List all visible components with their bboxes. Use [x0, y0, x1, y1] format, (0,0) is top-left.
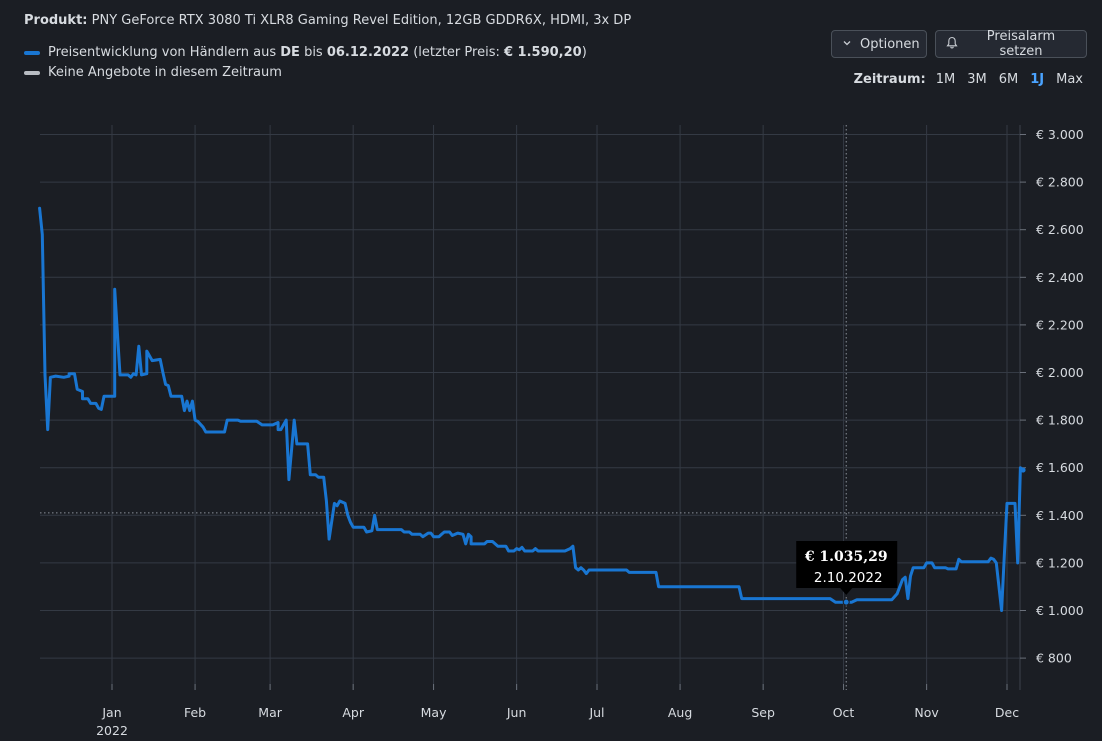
- x-tick-label: Aug: [668, 705, 692, 720]
- legend-series-mid: bis: [304, 45, 323, 60]
- tooltip-price: € 1.035,29: [804, 549, 888, 565]
- series-line: [38, 206, 1025, 612]
- x-tick-label: Jun: [506, 705, 527, 720]
- range-label: Zeitraum:: [853, 72, 926, 87]
- legend-no-offers[interactable]: Keine Angebote in diesem Zeitraum: [24, 65, 282, 80]
- range-3m[interactable]: 3M: [967, 72, 987, 87]
- legend-series-prefix: Preisentwicklung von Händlern aus: [48, 45, 277, 60]
- y-tick-label: € 1.000: [1036, 603, 1084, 618]
- options-button[interactable]: Optionen: [831, 30, 927, 58]
- hover-point: [842, 598, 850, 606]
- y-tick-label: € 2.800: [1036, 175, 1084, 190]
- legend-series-date: 06.12.2022: [326, 45, 410, 60]
- y-tick-label: € 800: [1036, 651, 1072, 666]
- x-tick-label: Nov: [914, 705, 939, 720]
- product-name: PNY GeForce RTX 3080 Ti XLR8 Gaming Reve…: [91, 13, 632, 28]
- series-end-point: [1020, 467, 1026, 473]
- y-tick-label: € 1.800: [1036, 413, 1084, 428]
- legend-series-close: ): [581, 45, 587, 60]
- legend-series-country: DE: [280, 45, 300, 60]
- y-tick-label: € 1.200: [1036, 555, 1084, 570]
- product-header: Produkt: PNY GeForce RTX 3080 Ti XLR8 Ga…: [24, 13, 631, 28]
- y-tick-label: € 2.600: [1036, 222, 1084, 237]
- y-tick-label: € 2.400: [1036, 270, 1084, 285]
- y-tick-label: € 1.600: [1036, 460, 1084, 475]
- tooltip-date: 2.10.2022: [814, 570, 883, 586]
- x-tick-label: Apr: [342, 705, 364, 720]
- range-selector: Zeitraum: 1M 3M 6M 1J Max: [854, 72, 1083, 87]
- x-tick-label: Oct: [833, 705, 855, 720]
- x-tick-label: Feb: [184, 705, 206, 720]
- x-tick-label: Jul: [588, 705, 604, 720]
- x-tick-label: Mar: [258, 705, 282, 720]
- legend-series-swatch: [24, 50, 40, 55]
- range-6m[interactable]: 6M: [998, 72, 1019, 87]
- price-alarm-button-label: Preisalarm setzen: [986, 29, 1056, 59]
- range-1j[interactable]: 1J: [1030, 72, 1045, 87]
- x-year-label: 2022: [96, 723, 128, 738]
- legend-no-offers-label: Keine Angebote in diesem Zeitraum: [48, 65, 282, 80]
- legend-series-price: € 1.590,20: [503, 45, 582, 60]
- legend-series[interactable]: Preisentwicklung von Händlern aus DE bis…: [24, 45, 587, 60]
- y-tick-label: € 1.400: [1036, 508, 1084, 523]
- tooltip-pointer: [840, 588, 853, 595]
- x-tick-label: May: [421, 705, 447, 720]
- options-button-label: Optionen: [860, 36, 920, 52]
- x-tick-label: Sep: [751, 705, 775, 720]
- price-alarm-button[interactable]: Preisalarm setzen: [935, 29, 1087, 59]
- range-max[interactable]: Max: [1056, 72, 1083, 87]
- legend-series-open: (letzter Preis:: [413, 45, 500, 60]
- bell-icon: [946, 36, 958, 52]
- legend-no-offers-swatch: [24, 70, 40, 75]
- chevron-down-icon: [842, 37, 852, 51]
- range-1m[interactable]: 1M: [935, 72, 956, 87]
- y-tick-label: € 2.000: [1036, 365, 1084, 380]
- y-tick-label: € 2.200: [1036, 317, 1084, 332]
- product-label: Produkt:: [24, 13, 88, 28]
- tooltip-box: [796, 541, 898, 588]
- x-tick-label: Jan: [101, 705, 121, 720]
- y-tick-label: € 3.000: [1036, 127, 1084, 142]
- x-tick-label: Dec: [995, 705, 1019, 720]
